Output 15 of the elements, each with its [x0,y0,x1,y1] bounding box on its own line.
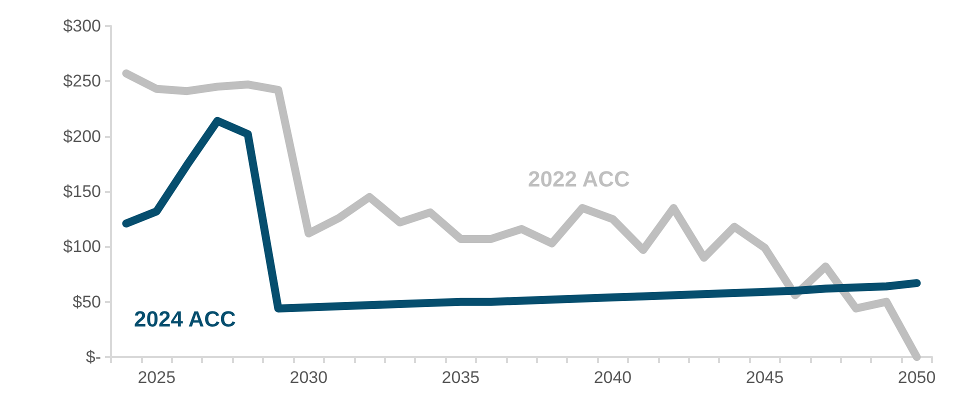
x-tick-label: 2035 [442,368,480,387]
x-tick-label: 2030 [290,368,328,387]
y-tick-label: $50 [72,292,101,312]
y-tick-label: $- [86,348,101,366]
y-tick-label: $100 [63,237,101,256]
y-tick-label: $300 [63,16,101,36]
series-label: 2022 ACC [528,166,630,192]
x-tick-label: 2025 [138,368,176,387]
y-tick-label: $200 [63,126,101,146]
y-tick-label: $250 [63,72,101,91]
y-tick-label: $150 [63,182,101,201]
x-tick-label: 2045 [746,368,784,387]
x-tick-label: 2040 [594,368,632,387]
series-label: 2024 ACC [134,306,236,332]
x-tick-label: 2050 [898,368,936,387]
